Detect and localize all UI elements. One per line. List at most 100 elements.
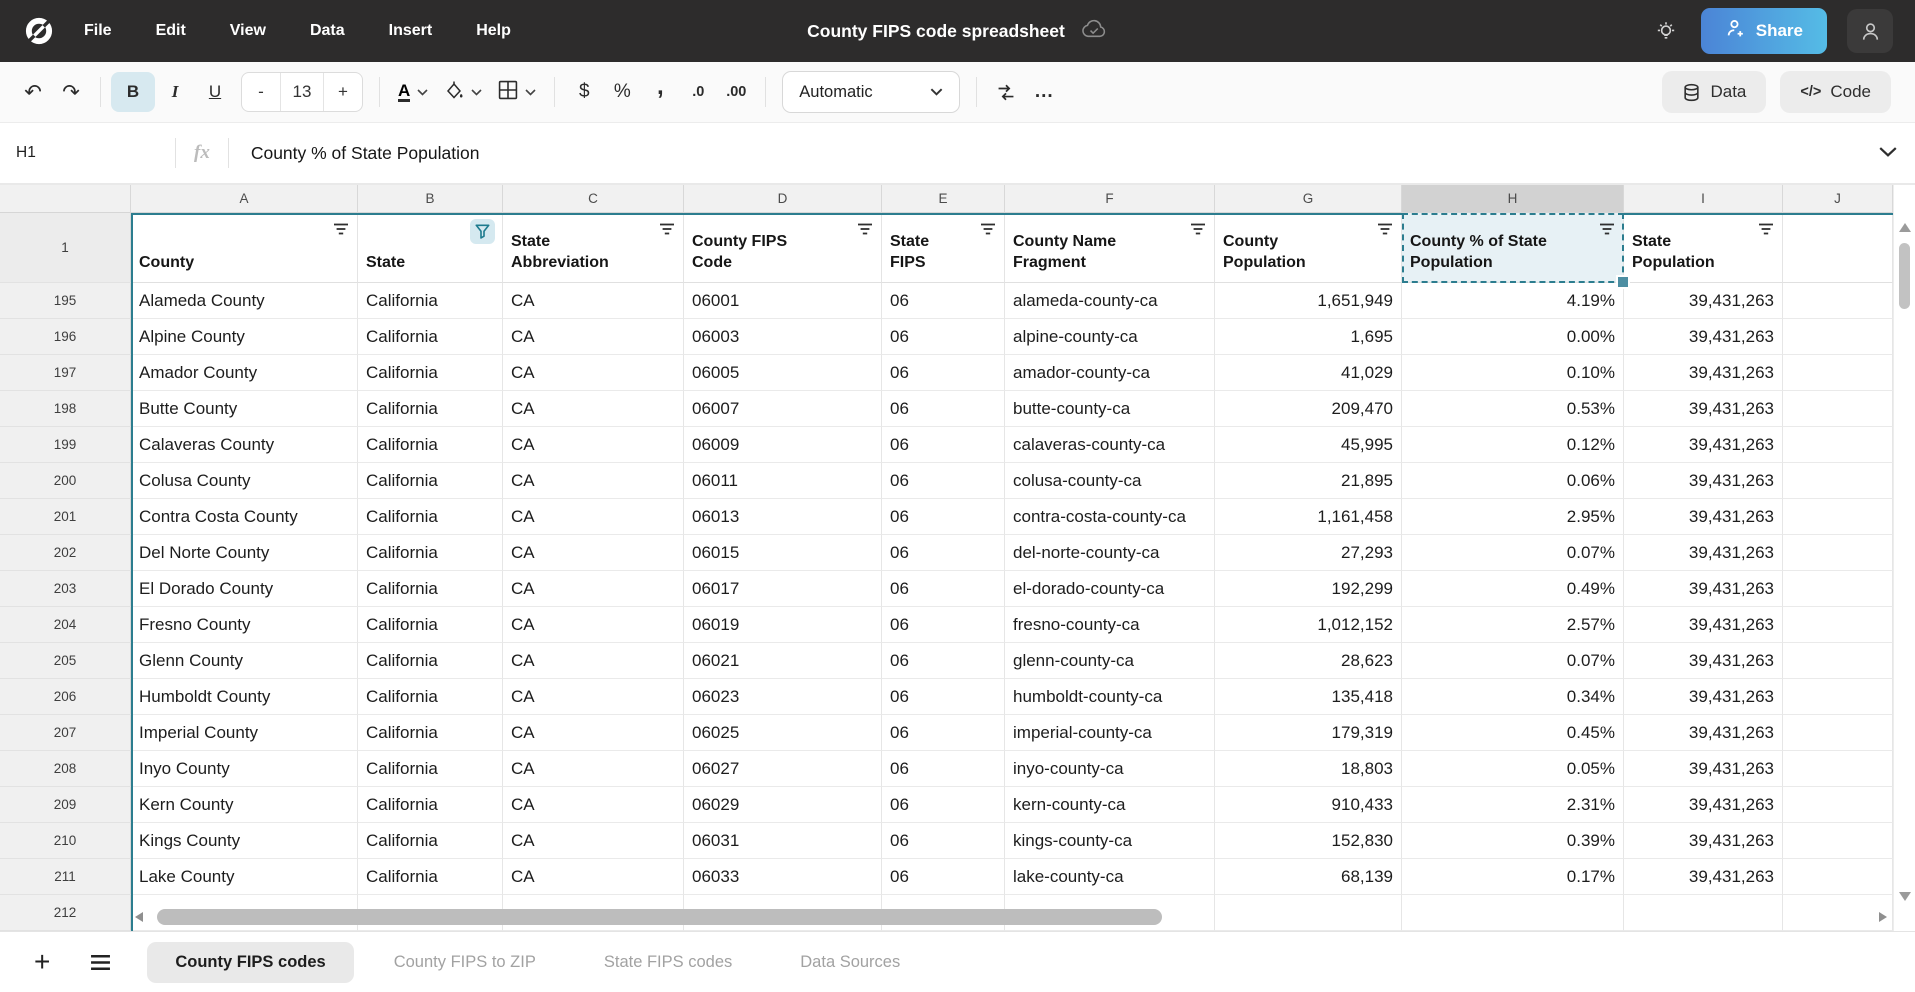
cell-A196[interactable]: Alpine County (131, 319, 358, 355)
cell-I195[interactable]: 39,431,263 (1624, 283, 1783, 319)
cell-F198[interactable]: butte-county-ca (1005, 391, 1215, 427)
cell-B202[interactable]: California (358, 535, 503, 571)
active-filter-funnel-icon[interactable] (470, 219, 495, 244)
cell-A206[interactable]: Humboldt County (131, 679, 358, 715)
cell-J196[interactable] (1783, 319, 1893, 355)
row-header-202[interactable]: 202 (0, 535, 131, 571)
cell-A202[interactable]: Del Norte County (131, 535, 358, 571)
cell-I207[interactable]: 39,431,263 (1624, 715, 1783, 751)
cell-I196[interactable]: 39,431,263 (1624, 319, 1783, 355)
cell-G205[interactable]: 28,623 (1215, 643, 1402, 679)
cell-D199[interactable]: 06009 (684, 427, 882, 463)
cell-H204[interactable]: 2.57% (1402, 607, 1624, 643)
cell-G197[interactable]: 41,029 (1215, 355, 1402, 391)
tab-state-fips-codes[interactable]: State FIPS codes (603, 952, 733, 971)
filter-icon[interactable] (980, 222, 996, 241)
cell-B206[interactable]: California (358, 679, 503, 715)
cell-B197[interactable]: California (358, 355, 503, 391)
filter-icon[interactable] (659, 222, 675, 241)
cell-J203[interactable] (1783, 571, 1893, 607)
cell-E211[interactable]: 06 (882, 859, 1005, 895)
cell-F211[interactable]: lake-county-ca (1005, 859, 1215, 895)
cell-A200[interactable]: Colusa County (131, 463, 358, 499)
cell-G212[interactable] (1215, 895, 1402, 931)
cell-C195[interactable]: CA (503, 283, 684, 319)
cell-H205[interactable]: 0.07% (1402, 643, 1624, 679)
row-header-195[interactable]: 195 (0, 283, 131, 319)
row-header-204[interactable]: 204 (0, 607, 131, 643)
cell-H198[interactable]: 0.53% (1402, 391, 1624, 427)
cell-H200[interactable]: 0.06% (1402, 463, 1624, 499)
filter-icon[interactable] (1190, 222, 1206, 241)
cell-F204[interactable]: fresno-county-ca (1005, 607, 1215, 643)
cell-C200[interactable]: CA (503, 463, 684, 499)
cell-B205[interactable]: California (358, 643, 503, 679)
code-panel-button[interactable]: </> Code (1780, 71, 1891, 113)
cell-G203[interactable]: 192,299 (1215, 571, 1402, 607)
cell-H208[interactable]: 0.05% (1402, 751, 1624, 787)
font-size-value[interactable]: 13 (280, 73, 324, 111)
cell-F208[interactable]: inyo-county-ca (1005, 751, 1215, 787)
cell-G196[interactable]: 1,695 (1215, 319, 1402, 355)
cell-G195[interactable]: 1,651,949 (1215, 283, 1402, 319)
cell-I204[interactable]: 39,431,263 (1624, 607, 1783, 643)
column-header-C[interactable]: C (503, 185, 684, 213)
currency-format-button[interactable]: $ (578, 81, 590, 102)
row-header-207[interactable]: 207 (0, 715, 131, 751)
cell-C210[interactable]: CA (503, 823, 684, 859)
decrease-font-size-button[interactable]: - (258, 82, 264, 101)
cell-G207[interactable]: 179,319 (1215, 715, 1402, 751)
cell-A195[interactable]: Alameda County (131, 283, 358, 319)
cell-E201[interactable]: 06 (882, 499, 1005, 535)
column-header-G[interactable]: G (1215, 185, 1402, 213)
share-button[interactable]: Share (1700, 8, 1827, 54)
cell-A201[interactable]: Contra Costa County (131, 499, 358, 535)
percent-format-button[interactable]: % (613, 81, 631, 102)
cell-D195[interactable]: 06001 (684, 283, 882, 319)
sheet-list-button[interactable] (90, 954, 111, 971)
cell-I212[interactable] (1624, 895, 1783, 931)
cell-F203[interactable]: el-dorado-county-ca (1005, 571, 1215, 607)
cell-I202[interactable]: 39,431,263 (1624, 535, 1783, 571)
cell-B200[interactable]: California (358, 463, 503, 499)
cell-I210[interactable]: 39,431,263 (1624, 823, 1783, 859)
cell-B211[interactable]: California (358, 859, 503, 895)
cell-H197[interactable]: 0.10% (1402, 355, 1624, 391)
cell-J211[interactable] (1783, 859, 1893, 895)
cell-H210[interactable]: 0.39% (1402, 823, 1624, 859)
cell-H206[interactable]: 0.34% (1402, 679, 1624, 715)
cell-D211[interactable]: 06033 (684, 859, 882, 895)
cell-J197[interactable] (1783, 355, 1893, 391)
cell-F196[interactable]: alpine-county-ca (1005, 319, 1215, 355)
cell-D203[interactable]: 06017 (684, 571, 882, 607)
column-header-E[interactable]: E (882, 185, 1005, 213)
header-cell-F1[interactable]: County Name Fragment (1005, 213, 1215, 283)
scroll-left-arrow-icon[interactable] (135, 912, 143, 922)
cell-D200[interactable]: 06011 (684, 463, 882, 499)
row-header-200[interactable]: 200 (0, 463, 131, 499)
cell-J202[interactable] (1783, 535, 1893, 571)
cell-A197[interactable]: Amador County (131, 355, 358, 391)
row-header-199[interactable]: 199 (0, 427, 131, 463)
cell-H201[interactable]: 2.95% (1402, 499, 1624, 535)
cell-H203[interactable]: 0.49% (1402, 571, 1624, 607)
header-cell-D1[interactable]: County FIPS Code (684, 213, 882, 283)
cell-J201[interactable] (1783, 499, 1893, 535)
cell-I201[interactable]: 39,431,263 (1624, 499, 1783, 535)
cell-E202[interactable]: 06 (882, 535, 1005, 571)
cell-E206[interactable]: 06 (882, 679, 1005, 715)
row-header-211[interactable]: 211 (0, 859, 131, 895)
cell-D196[interactable]: 06003 (684, 319, 882, 355)
cell-C202[interactable]: CA (503, 535, 684, 571)
cell-F210[interactable]: kings-county-ca (1005, 823, 1215, 859)
cell-D204[interactable]: 06019 (684, 607, 882, 643)
cell-F199[interactable]: calaveras-county-ca (1005, 427, 1215, 463)
row-header-205[interactable]: 205 (0, 643, 131, 679)
cell-H212[interactable] (1402, 895, 1624, 931)
cell-G208[interactable]: 18,803 (1215, 751, 1402, 787)
cell-C201[interactable]: CA (503, 499, 684, 535)
cell-J207[interactable] (1783, 715, 1893, 751)
cell-B196[interactable]: California (358, 319, 503, 355)
cell-A207[interactable]: Imperial County (131, 715, 358, 751)
cell-J206[interactable] (1783, 679, 1893, 715)
